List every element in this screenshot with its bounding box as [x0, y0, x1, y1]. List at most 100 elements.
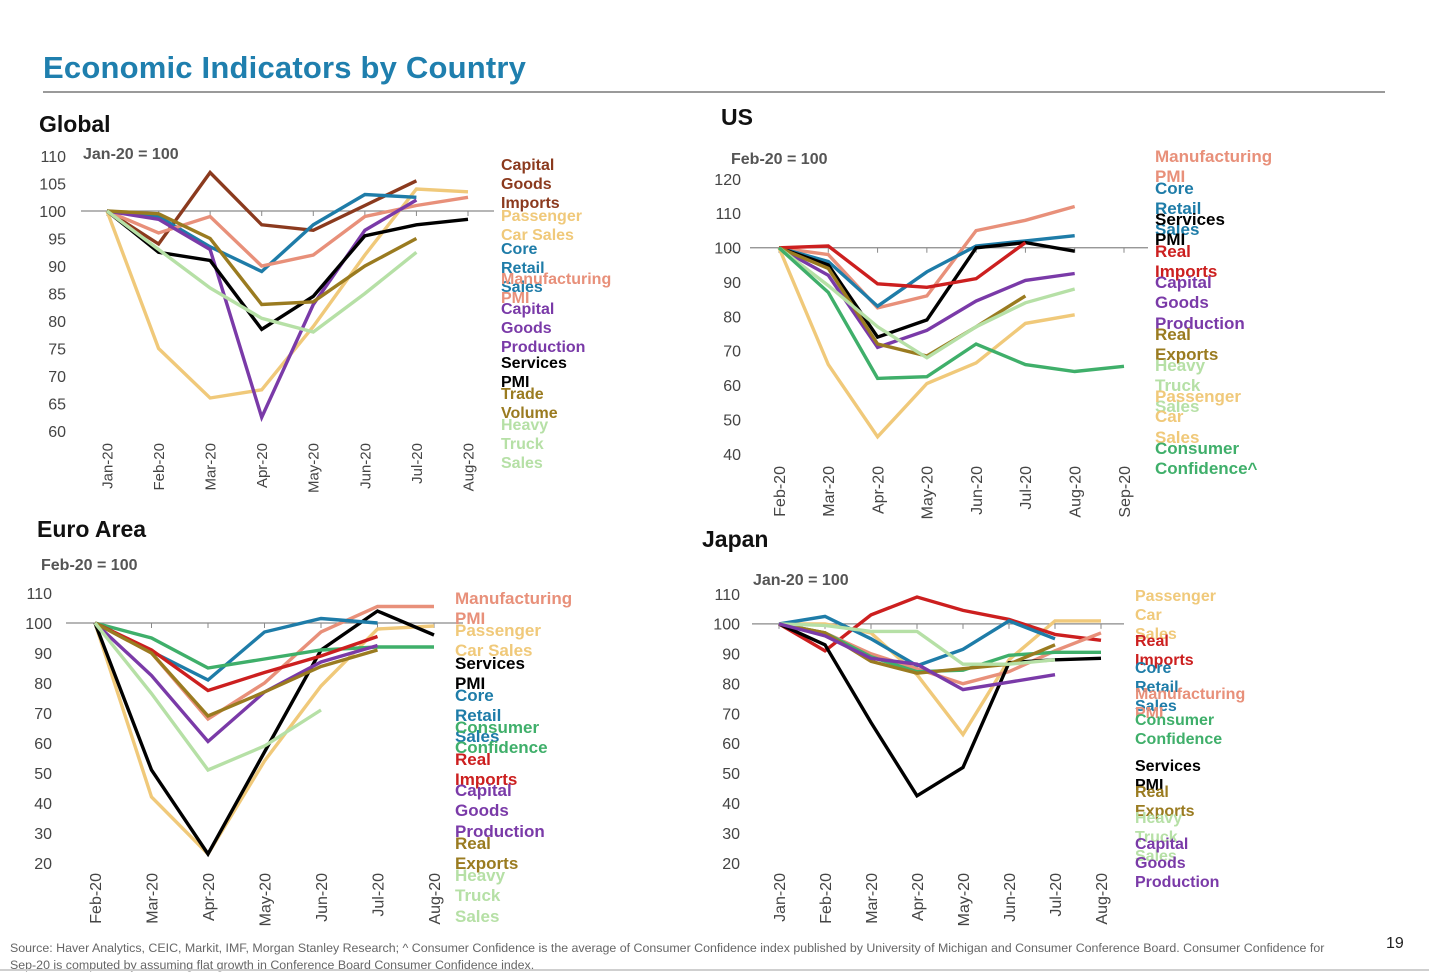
source-footnote: Source: Haver Analytics, CEIC, Markit, I… — [10, 941, 1325, 972]
global-x-tick-label: Jul-20 — [409, 443, 426, 484]
japan-legend-manufacturing-pmi: Manufacturing PMI — [1135, 686, 1246, 723]
baseline-note-japan: Jan-20 = 100 — [753, 572, 849, 589]
us-legend-services-pmi: Services PMI — [1155, 210, 1225, 250]
us-x-tick-label: Feb-20 — [772, 466, 789, 517]
euro-area-chart: 20 30 40 50 60 70 80 90 100 110 Feb-20 Mar-20 Apr-20… — [25, 586, 463, 926]
us-y-tick-label: 40 — [723, 447, 741, 464]
global-legend-manufacturing-pmi: Manufacturing PMI — [501, 271, 612, 308]
us-x-tick-label: Aug-20 — [1067, 466, 1084, 518]
us-series-heavy-truck-sales — [777, 246, 1076, 360]
euro-area-series-real-imports — [94, 621, 379, 693]
panel-title-euro-area: Euro Area — [37, 516, 147, 542]
us-chart: 40 50 60 70 80 90 100 110 120 Feb-20 Mar-20 Apr-20 M… — [714, 172, 1148, 519]
japan-x-tick-label: Jun-20 — [1002, 873, 1019, 922]
japan-legend-real-exports: Real Exports — [1135, 784, 1195, 821]
euro-area-y-tick-label: 70 — [34, 706, 52, 723]
baseline-note-global: Jan-20 = 100 — [83, 146, 179, 163]
global-x-tick-label: Mar-20 — [203, 443, 220, 491]
euro-area-x-tick-label: Mar-20 — [144, 873, 161, 924]
japan-x-tick-label: Apr-20 — [910, 873, 927, 921]
footer-divider — [0, 969, 1429, 971]
global-y-tick-label: 70 — [48, 369, 66, 386]
japan-y-tick-label: 40 — [722, 796, 740, 813]
global-chart: 60 65 70 75 80 85 90 95 100 105 110 Jan-20 Feb-20 Mar… — [39, 149, 494, 493]
japan-x-tick-label: Feb-20 — [818, 873, 835, 924]
us-x-tick-label: Jun-20 — [969, 466, 986, 515]
japan-series-capital-goods-production — [778, 622, 1056, 692]
euro-area-x-tick-label: Jul-20 — [370, 873, 387, 917]
global-series-trade-volume — [106, 209, 418, 307]
euro-area-series-heavy-truck-sales — [93, 621, 322, 773]
global-legend-heavy-truck-sales: Heavy Truck Sales — [501, 417, 549, 473]
global-legend-capital-goods-production: Capital Goods Production — [501, 301, 586, 357]
global-series-services-pmi — [105, 209, 469, 332]
global-y-tick-label: 80 — [48, 314, 66, 331]
us-legend-passenger-car-sales: Passenger Car Sales — [1155, 387, 1241, 447]
global-y-tick-label: 65 — [48, 396, 66, 413]
us-legend-capital-goods-production: Capital Goods Production — [1155, 273, 1245, 333]
us-series-real-imports — [778, 241, 1027, 290]
global-legend-capital-goods-imports: Capital Goods Imports — [501, 157, 560, 213]
global-y-tick-label: 100 — [39, 204, 66, 221]
japan-series-heavy-truck-sales — [778, 622, 1056, 666]
global-series-capital-goods-production — [106, 198, 418, 423]
global-legend-services-pmi: Services PMI — [501, 355, 567, 392]
us-x-tick-label: Jul-20 — [1018, 466, 1035, 510]
global-legend-trade-volume: Trade Volume — [501, 386, 558, 423]
euro-area-legend-real-exports: Real Exports — [455, 834, 519, 874]
title-divider — [43, 91, 1385, 93]
us-x-tick-label: Mar-20 — [821, 466, 838, 517]
japan-x-tick-label: Mar-20 — [864, 873, 881, 924]
euro-area-y-tick-label: 20 — [34, 856, 52, 873]
us-y-tick-label: 120 — [714, 172, 741, 189]
euro-area-y-tick-label: 40 — [34, 796, 52, 813]
us-legend-core-retail-sales: Core Retail Sales — [1155, 179, 1202, 239]
page-number: 19 — [1386, 935, 1404, 952]
japan-x-tick-label: Jan-20 — [772, 873, 789, 922]
us-y-tick-label: 50 — [723, 412, 741, 429]
global-x-tick-label: May-20 — [306, 443, 323, 493]
global-series-manufacturing-pmi — [106, 195, 469, 268]
japan-y-tick-label: 20 — [722, 856, 740, 873]
global-y-tick-label: 110 — [40, 149, 66, 166]
japan-y-tick-label: 80 — [722, 676, 740, 693]
euro-area-y-tick-label: 60 — [34, 736, 52, 753]
japan-legend-passenger-car-sales: Passenger Car Sales — [1135, 588, 1216, 644]
japan-y-tick-label: 100 — [713, 617, 740, 634]
us-y-tick-label: 100 — [714, 241, 741, 258]
global-legend-core-retail-sales: Core Retail Sales — [501, 241, 545, 297]
euro-area-legend-consumer-confidence: Consumer Confidence — [455, 718, 548, 758]
global-y-tick-label: 95 — [48, 231, 66, 248]
japan-legend-consumer-confidence: Consumer Confidence — [1135, 712, 1223, 749]
global-legend-passenger-car-sales: Passenger Car Sales — [501, 208, 582, 245]
us-series-manufacturing-pmi — [778, 204, 1076, 310]
euro-area-legend-passenger-car-sales: Passenger Car Sales — [455, 621, 541, 661]
euro-area-legend-services-pmi: Services PMI — [455, 654, 525, 694]
global-y-tick-label: 85 — [48, 286, 66, 303]
japan-series-real-imports — [778, 595, 1102, 653]
global-x-tick-label: Jan-20 — [99, 443, 116, 489]
us-series-capital-goods-production — [778, 246, 1075, 350]
euro-area-series-services-pmi — [93, 609, 435, 858]
us-legend-real-imports: Real Imports — [1155, 242, 1218, 282]
us-legend-real-exports: Real Exports — [1155, 325, 1219, 365]
us-series-consumer-confidence — [777, 246, 1125, 381]
japan-y-tick-label: 50 — [722, 766, 740, 783]
us-legend-manufacturing-pmi: Manufacturing PMI — [1155, 147, 1273, 187]
global-series-heavy-truck-sales — [105, 209, 418, 334]
euro-area-legend-core-retail-sales: Core Retail Sales — [455, 686, 502, 746]
us-y-tick-label: 60 — [723, 378, 741, 395]
japan-y-tick-label: 90 — [722, 647, 740, 664]
euro-area-y-tick-label: 90 — [34, 646, 52, 663]
euro-area-x-tick-label: Apr-20 — [201, 873, 218, 921]
japan-x-tick-label: Aug-20 — [1094, 873, 1111, 925]
japan-legend-real-imports: Real Imports — [1135, 633, 1194, 670]
euro-area-x-tick-label: Jun-20 — [314, 873, 331, 922]
euro-area-legend-heavy-truck-sales: Heavy Truck Sales — [455, 866, 506, 926]
panel-title-us: US — [721, 104, 753, 130]
us-x-tick-label: May-20 — [920, 466, 937, 519]
euro-area-x-tick-label: Aug-20 — [427, 873, 444, 925]
euro-area-y-tick-label: 50 — [34, 766, 52, 783]
japan-legend-core-retail-sales: Core Retail Sales — [1135, 660, 1179, 716]
